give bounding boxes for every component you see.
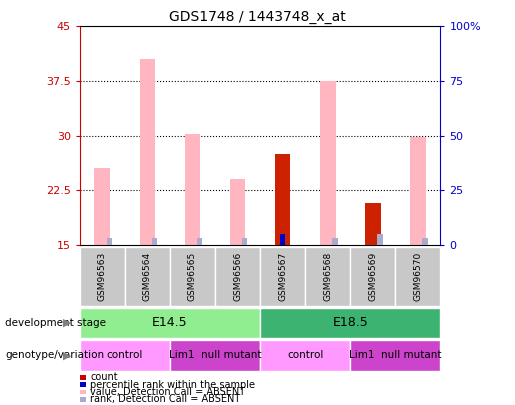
Text: count: count [90,373,118,382]
Bar [230,179,246,245]
Text: ▶: ▶ [63,318,71,328]
Bar [350,340,440,371]
Text: GSM96564: GSM96564 [143,252,152,301]
Bar [305,247,350,306]
Text: value, Detection Call = ABSENT: value, Detection Call = ABSENT [90,387,245,397]
Bar [396,247,440,306]
Text: control: control [287,350,323,360]
Bar [215,247,260,306]
Bar [332,238,337,245]
Bar [242,238,247,245]
Bar [184,134,200,245]
Bar [377,234,383,245]
Bar [125,247,170,306]
Bar [140,59,156,245]
Bar [260,308,440,338]
Bar [422,238,427,245]
Bar [170,247,215,306]
Text: E14.5: E14.5 [152,316,188,330]
Bar [320,81,336,245]
Bar [410,137,426,245]
Text: E18.5: E18.5 [332,316,368,330]
Bar [80,247,125,306]
Text: rank, Detection Call = ABSENT: rank, Detection Call = ABSENT [90,394,241,404]
Text: development stage: development stage [5,318,106,328]
Text: GSM96570: GSM96570 [414,252,422,301]
Text: GSM96563: GSM96563 [98,252,107,301]
Text: GSM96565: GSM96565 [188,252,197,301]
Text: Lim1  null mutant: Lim1 null mutant [169,350,261,360]
Bar [365,203,381,245]
Bar [280,234,285,245]
Bar [152,238,157,245]
Bar [80,308,260,338]
Text: GSM96567: GSM96567 [278,252,287,301]
Bar [350,247,396,306]
Bar [197,238,202,245]
Text: control: control [107,350,143,360]
Text: percentile rank within the sample: percentile rank within the sample [90,380,255,390]
Bar [107,238,112,245]
Text: ▶: ▶ [63,350,71,360]
Text: Lim1  null mutant: Lim1 null mutant [349,350,441,360]
Bar [80,340,170,371]
Text: genotype/variation: genotype/variation [5,350,104,360]
Bar [260,340,350,371]
Text: GSM96566: GSM96566 [233,252,242,301]
Text: GSM96569: GSM96569 [368,252,377,301]
Bar [170,340,260,371]
Bar [274,154,290,245]
Text: GDS1748 / 1443748_x_at: GDS1748 / 1443748_x_at [169,10,346,24]
Bar [260,247,305,306]
Text: GSM96568: GSM96568 [323,252,332,301]
Bar [94,168,110,245]
